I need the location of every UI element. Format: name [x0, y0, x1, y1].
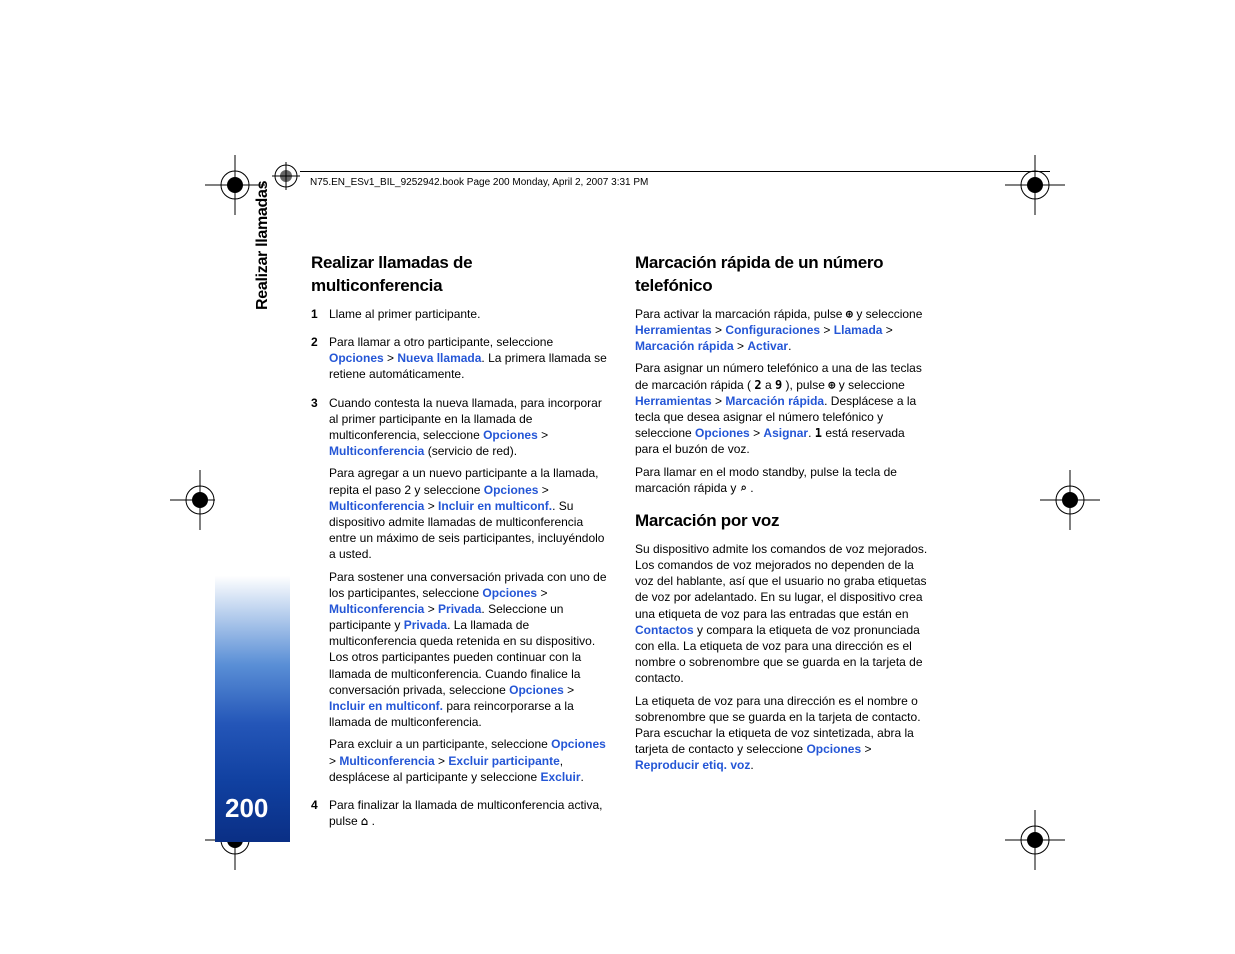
link-text: Asignar: [763, 426, 808, 440]
link-text: Opciones: [551, 737, 606, 751]
page-number: 200: [225, 793, 268, 824]
link-text: Multiconferencia: [339, 754, 434, 768]
key-icon: 2: [754, 377, 761, 393]
paragraph: Cuando contesta la nueva llamada, para i…: [329, 395, 607, 460]
link-text: Excluir participante: [448, 754, 559, 768]
list-body: Para llamar a otro participante, selecci…: [329, 334, 607, 389]
left-column: Realizar llamadas de multiconferencia 1L…: [311, 252, 607, 841]
list-number: 4: [311, 797, 329, 835]
link-text: Herramientas: [635, 394, 712, 408]
voice-dial-paras: Su dispositivo admite los comandos de vo…: [635, 541, 931, 774]
link-text: Contactos: [635, 623, 694, 637]
link-text: Multiconferencia: [329, 499, 424, 513]
paragraph: Para finalizar la llamada de multiconfer…: [329, 797, 607, 829]
link-text: Herramientas: [635, 323, 712, 337]
link-text: Incluir en multiconf.: [438, 499, 552, 513]
paragraph: Para activar la marcación rápida, pulse …: [635, 306, 931, 355]
key-icon: 1: [815, 425, 822, 441]
paragraph: Para llamar en el modo standby, pulse la…: [635, 464, 931, 496]
speed-dial-paras: Para activar la marcación rápida, pulse …: [635, 306, 931, 496]
link-text: Privada: [404, 618, 447, 632]
side-tab: [215, 250, 290, 842]
book-icon: [270, 160, 302, 192]
reg-mark-mr: [1040, 470, 1100, 530]
heading-speed-dial: Marcación rápida de un número telefónico: [635, 252, 931, 298]
paragraph: Para sostener una conversación privada c…: [329, 569, 607, 731]
link-text: Excluir: [540, 770, 580, 784]
link-text: Opciones: [483, 428, 538, 442]
list-body: Llame al primer participante.: [329, 306, 607, 328]
paragraph: Para llamar a otro participante, selecci…: [329, 334, 607, 383]
paragraph: Su dispositivo admite los comandos de vo…: [635, 541, 931, 687]
list-number: 1: [311, 306, 329, 328]
list-number: 3: [311, 395, 329, 791]
reg-mark-tr: [1005, 155, 1065, 215]
list-item: 3Cuando contesta la nueva llamada, para …: [311, 395, 607, 791]
link-text: Privada: [438, 602, 481, 616]
list-body: Para finalizar la llamada de multiconfer…: [329, 797, 607, 835]
paragraph: Para asignar un número telefónico a una …: [635, 360, 931, 457]
link-text: Opciones: [509, 683, 564, 697]
link-text: Activar: [747, 339, 788, 353]
link-text: Opciones: [482, 586, 537, 600]
heading-multiconference: Realizar llamadas de multiconferencia: [311, 252, 607, 298]
paragraph: Llame al primer participante.: [329, 306, 607, 322]
link-text: Marcación rápida: [725, 394, 824, 408]
list-item: 4Para finalizar la llamada de multiconfe…: [311, 797, 607, 835]
paragraph: Para excluir a un participante, seleccio…: [329, 736, 607, 785]
heading-voice-dial: Marcación por voz: [635, 510, 931, 533]
link-text: Incluir en multiconf.: [329, 699, 443, 713]
paragraph: Para agregar a un nuevo participante a l…: [329, 465, 607, 562]
key-icon: ⌂: [361, 813, 368, 829]
key-icon: ⌕: [740, 480, 747, 496]
link-text: Marcación rápida: [635, 339, 734, 353]
link-text: Reproducir etiq. voz: [635, 758, 750, 772]
key-icon: ⊕: [846, 306, 853, 322]
list-number: 2: [311, 334, 329, 389]
content-area: Realizar llamadas de multiconferencia 1L…: [311, 252, 1031, 841]
header-rule: [300, 171, 1050, 172]
header-text: N75.EN_ESv1_BIL_9252942.book Page 200 Mo…: [310, 177, 648, 188]
numbered-list: 1Llame al primer participante.2Para llam…: [311, 306, 607, 835]
list-item: 1Llame al primer participante.: [311, 306, 607, 328]
link-text: Configuraciones: [725, 323, 820, 337]
link-text: Nueva llamada: [397, 351, 481, 365]
paragraph: La etiqueta de voz para una dirección es…: [635, 693, 931, 774]
link-text: Multiconferencia: [329, 602, 424, 616]
section-label: Realizar llamadas: [254, 181, 272, 310]
right-column: Marcación rápida de un número telefónico…: [635, 252, 931, 841]
key-icon: ⊕: [828, 377, 835, 393]
link-text: Llamada: [834, 323, 883, 337]
link-text: Opciones: [806, 742, 861, 756]
link-text: Opciones: [695, 426, 750, 440]
list-body: Cuando contesta la nueva llamada, para i…: [329, 395, 607, 791]
link-text: Opciones: [484, 483, 539, 497]
link-text: Opciones: [329, 351, 384, 365]
list-item: 2Para llamar a otro participante, selecc…: [311, 334, 607, 389]
link-text: Multiconferencia: [329, 444, 424, 458]
key-icon: 9: [775, 377, 782, 393]
